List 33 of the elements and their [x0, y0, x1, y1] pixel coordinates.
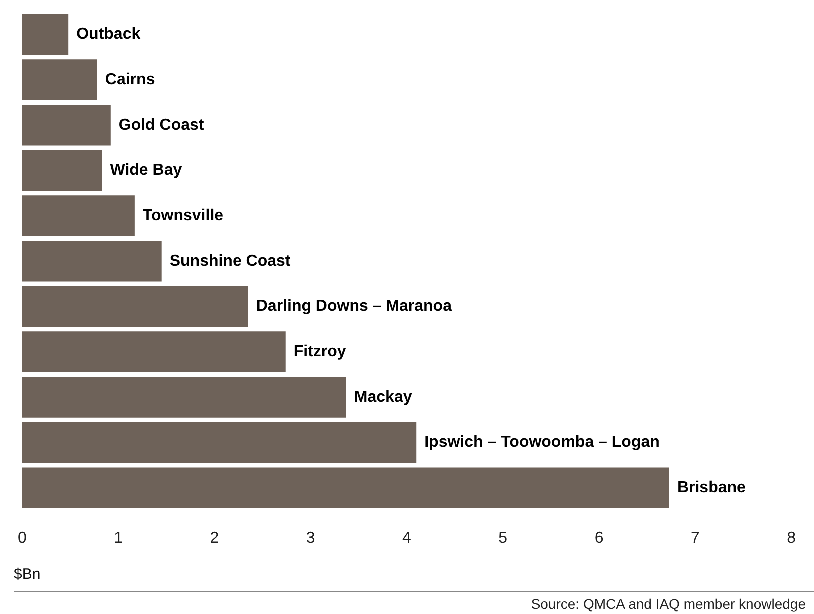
- y-tick-label: Outback: [76, 26, 141, 44]
- y-tick-label: Gold Coast: [118, 116, 205, 134]
- x-tick-label: 0: [18, 530, 27, 547]
- x-tick-label: 2: [210, 530, 220, 547]
- bar: [22, 60, 98, 100]
- bar: [22, 196, 135, 236]
- y-tick-label: Mackay: [354, 388, 412, 406]
- y-tick-label: Cairns: [105, 71, 156, 88]
- bar: [22, 104, 111, 146]
- bar: [22, 468, 670, 509]
- bar: [22, 422, 417, 464]
- y-tick-label: Sunshine Coast: [170, 252, 292, 270]
- x-tick-label: 5: [498, 530, 508, 547]
- y-tick-label: Wide Bay: [110, 162, 182, 180]
- y-tick-label: Brisbane: [677, 480, 746, 497]
- bar: [22, 332, 286, 372]
- x-tick-label: 6: [594, 530, 604, 547]
- source-note: Source: QMCA and IAQ member knowledge: [531, 596, 806, 612]
- x-tick-label: 8: [787, 530, 796, 547]
- x-tick-label: 4: [402, 530, 412, 547]
- bar: [22, 286, 248, 328]
- y-tick-label: Darling Downs – Maranoa: [256, 298, 452, 316]
- x-tick-label: 1: [114, 530, 124, 547]
- y-tick-label: Townsville: [142, 207, 224, 224]
- bar: [22, 150, 102, 192]
- x-axis-title: $Bn: [14, 566, 41, 583]
- x-tick-label: 7: [690, 530, 700, 547]
- y-tick-label: Fitzroy: [294, 343, 346, 360]
- y-tick-label: Ipswich – Toowoomba – Logan: [424, 434, 660, 452]
- x-tick-label: 3: [306, 530, 316, 547]
- bar: [22, 377, 346, 418]
- bar: [22, 14, 69, 56]
- bar: [22, 240, 162, 282]
